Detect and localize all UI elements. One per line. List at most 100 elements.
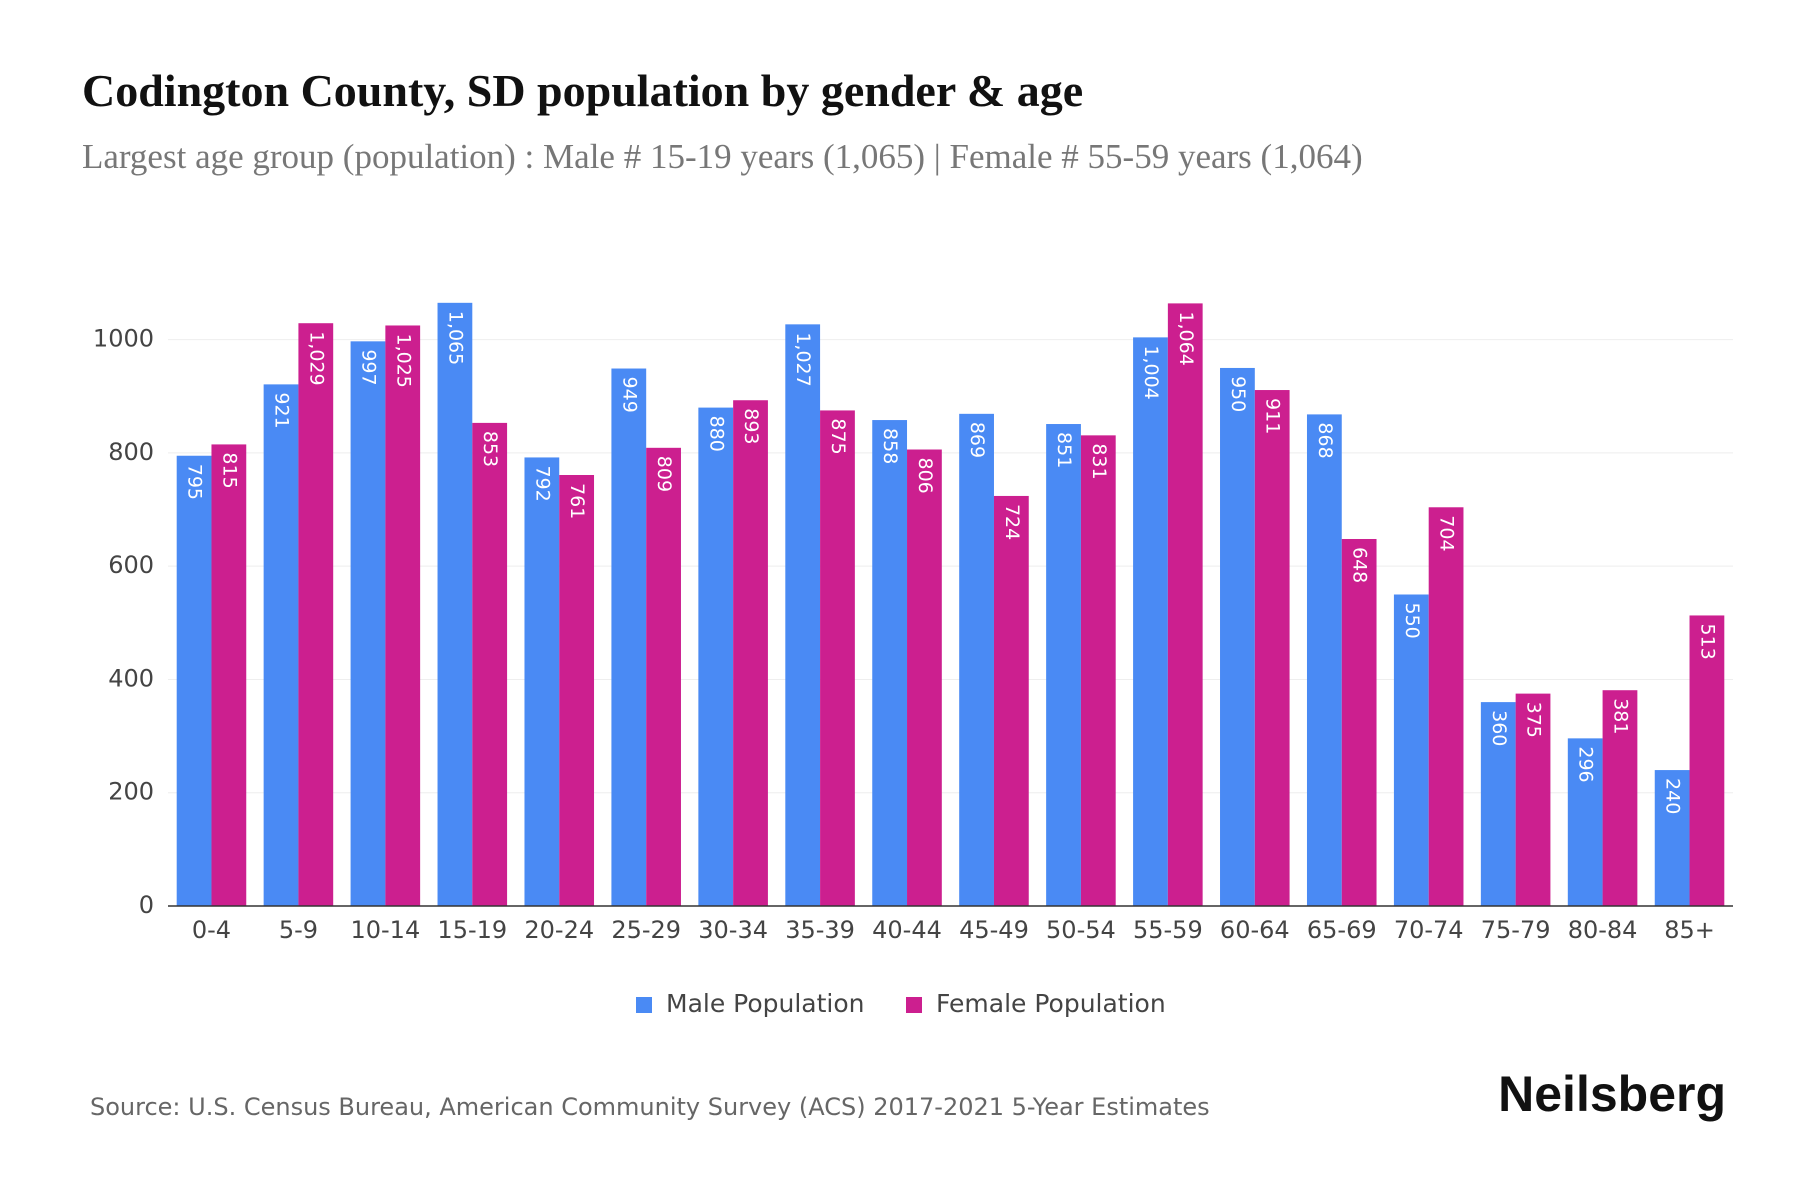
- value-label: 893: [740, 408, 762, 444]
- value-label: 240: [1662, 778, 1684, 814]
- bar: [1254, 390, 1290, 906]
- x-tick-label: 75-79: [1481, 916, 1551, 944]
- bar: [1046, 424, 1081, 906]
- legend-label: Male Population: [666, 989, 865, 1018]
- legend-swatch: [906, 997, 922, 1013]
- bar: [437, 302, 473, 906]
- bar: [1428, 507, 1464, 906]
- bar: [472, 422, 508, 906]
- bar: [733, 400, 768, 906]
- x-tick-label: 80-84: [1568, 916, 1638, 944]
- x-tick-label: 20-24: [524, 916, 594, 944]
- bar: [611, 368, 647, 907]
- bar: [907, 449, 942, 906]
- value-label: 809: [653, 456, 675, 492]
- bar: [298, 323, 334, 907]
- bar: [1654, 770, 1690, 906]
- value-label: 911: [1262, 398, 1284, 434]
- x-tick-label: 10-14: [350, 916, 420, 944]
- x-tick-label: 35-39: [785, 916, 855, 944]
- x-tick-label: 65-69: [1307, 916, 1377, 944]
- value-label: 921: [271, 392, 293, 428]
- value-label: 858: [879, 428, 901, 464]
- y-tick-label: 1000: [93, 325, 154, 353]
- x-tick-label: 15-19: [437, 916, 507, 944]
- bar: [559, 474, 595, 906]
- bar: [1220, 367, 1255, 906]
- value-label: 950: [1227, 376, 1249, 412]
- y-tick-label: 400: [108, 664, 154, 692]
- brand-logo: Neilsberg: [1498, 1066, 1726, 1122]
- x-tick-label: 30-34: [698, 916, 768, 944]
- value-label: 1,027: [792, 332, 814, 386]
- bar: [872, 420, 908, 906]
- x-tick-label: 55-59: [1133, 916, 1203, 944]
- bar: [646, 447, 681, 906]
- x-tick-label: 50-54: [1046, 916, 1116, 944]
- value-label: 997: [357, 349, 379, 385]
- value-label: 831: [1088, 443, 1110, 479]
- value-label: 880: [705, 416, 727, 452]
- value-label: 1,064: [1175, 311, 1197, 365]
- bar: [959, 413, 994, 906]
- x-tick-label: 60-64: [1220, 916, 1290, 944]
- value-label: 1,004: [1140, 345, 1162, 399]
- legend-swatch: [636, 997, 652, 1013]
- bar: [211, 444, 247, 906]
- bar: [820, 410, 855, 906]
- y-tick-label: 600: [108, 551, 154, 579]
- value-label: 648: [1349, 547, 1371, 583]
- value-label: 1,065: [444, 311, 466, 365]
- x-tick-label: 85+: [1664, 916, 1715, 944]
- legend-label: Female Population: [936, 989, 1166, 1018]
- value-label: 761: [566, 483, 588, 519]
- y-tick-label: 0: [139, 891, 154, 919]
- x-tick-label: 0-4: [192, 916, 231, 944]
- x-tick-label: 25-29: [611, 916, 681, 944]
- value-label: 724: [1001, 504, 1023, 540]
- bar: [350, 341, 386, 906]
- bar: [993, 495, 1029, 906]
- bar: [698, 407, 734, 906]
- bar: [1341, 538, 1377, 906]
- bar: [1133, 337, 1168, 906]
- value-label: 513: [1696, 623, 1718, 659]
- bar: [524, 457, 560, 906]
- value-label: 1,025: [392, 333, 414, 387]
- value-label: 875: [827, 418, 849, 454]
- y-tick-label: 800: [108, 438, 154, 466]
- bar: [176, 455, 212, 906]
- value-label: 868: [1314, 422, 1336, 458]
- value-label: 375: [1523, 702, 1545, 738]
- value-label: 550: [1401, 603, 1423, 639]
- bar: [1393, 594, 1429, 906]
- bar: [263, 384, 299, 906]
- bar: [1306, 414, 1342, 906]
- value-label: 949: [618, 377, 640, 413]
- chart-subtitle: Largest age group (population) : Male # …: [82, 137, 1363, 176]
- bar: [1515, 693, 1551, 906]
- bar: [1480, 702, 1516, 906]
- chart-title: Codington County, SD population by gende…: [82, 65, 1083, 116]
- value-label: 815: [218, 452, 240, 488]
- x-tick-label: 5-9: [279, 916, 318, 944]
- x-tick-label: 45-49: [959, 916, 1029, 944]
- y-tick-label: 200: [108, 778, 154, 806]
- bar: [1567, 738, 1603, 906]
- value-label: 381: [1609, 698, 1631, 734]
- x-tick-label: 40-44: [872, 916, 942, 944]
- bar: [1167, 303, 1203, 906]
- value-label: 360: [1488, 710, 1510, 746]
- value-label: 869: [966, 422, 988, 458]
- value-label: 296: [1575, 746, 1597, 782]
- bar: [385, 325, 421, 906]
- value-label: 851: [1053, 432, 1075, 468]
- value-label: 795: [184, 464, 206, 500]
- x-tick-label: 70-74: [1394, 916, 1464, 944]
- value-label: 853: [479, 431, 501, 467]
- value-label: 792: [531, 465, 553, 501]
- bar: [1602, 690, 1638, 906]
- bar: [785, 324, 821, 906]
- value-label: 1,029: [305, 331, 327, 385]
